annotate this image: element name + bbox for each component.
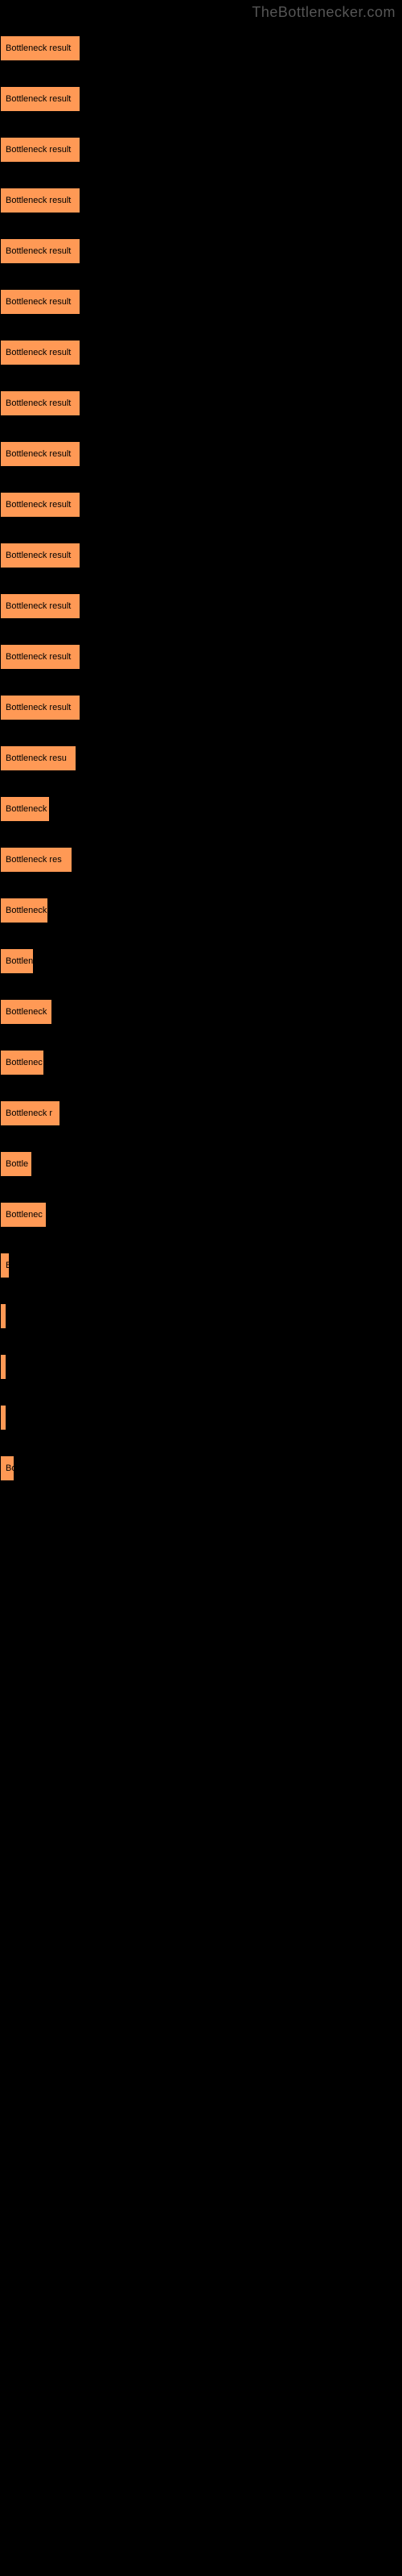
chart-bar: Bottleneck result bbox=[0, 644, 80, 670]
bar-label-above bbox=[0, 1393, 402, 1405]
chart-bar: Bottleneck result bbox=[0, 441, 80, 467]
chart-bar: Bottle bbox=[0, 1151, 32, 1177]
bar-row: Bottleneck result bbox=[0, 633, 402, 677]
chart-bar: Bottleneck result bbox=[0, 492, 80, 518]
chart-bar: Bo bbox=[0, 1455, 14, 1481]
bar-label-above bbox=[0, 1089, 402, 1100]
chart-bar: Bottleneck result bbox=[0, 390, 80, 416]
bar-row: Bottle bbox=[0, 1140, 402, 1184]
chart-bar: Bottleneck result bbox=[0, 289, 80, 315]
bar-label-above bbox=[0, 1140, 402, 1151]
bar-label-above bbox=[0, 379, 402, 390]
chart-bar: B bbox=[0, 1253, 10, 1278]
bar-row: Bottleneck result bbox=[0, 481, 402, 525]
chart-bar: Bottleneck result bbox=[0, 695, 80, 720]
bar-label-above bbox=[0, 582, 402, 593]
chart-bar: Bottlen bbox=[0, 948, 34, 974]
bar-label-above bbox=[0, 836, 402, 847]
chart-bar bbox=[0, 1303, 6, 1329]
bar-label-above bbox=[0, 734, 402, 745]
bar-label-above bbox=[0, 176, 402, 188]
chart-bar: Bottleneck result bbox=[0, 188, 80, 213]
bar-chart: Bottleneck result Bottleneck result Bottle… bbox=[0, 24, 402, 1495]
bar-row: Bottleneck result bbox=[0, 582, 402, 626]
chart-bar: Bottleneck bbox=[0, 898, 48, 923]
bar-row: Bottleneck bbox=[0, 785, 402, 829]
bar-label-above bbox=[0, 988, 402, 999]
bar-row: Bottlenec bbox=[0, 1038, 402, 1083]
bar-row bbox=[0, 1343, 402, 1387]
bar-row: Bottleneck result bbox=[0, 75, 402, 119]
bar-label-above bbox=[0, 531, 402, 543]
bar-row: Bottleneck r bbox=[0, 1089, 402, 1133]
chart-bar: Bottleneck bbox=[0, 796, 50, 822]
bar-label-above bbox=[0, 1191, 402, 1202]
bar-label-above bbox=[0, 126, 402, 137]
bar-row: Bottleneck result bbox=[0, 227, 402, 271]
bar-label-above bbox=[0, 633, 402, 644]
bar-row: Bottleneck result bbox=[0, 683, 402, 728]
bar-label-above bbox=[0, 886, 402, 898]
bar-row: Bottleneck result bbox=[0, 328, 402, 373]
chart-bar: Bottlenec bbox=[0, 1202, 47, 1228]
bar-row: Bottleneck bbox=[0, 988, 402, 1032]
chart-bar bbox=[0, 1354, 6, 1380]
bar-row: Bottleneck result bbox=[0, 24, 402, 68]
bar-row bbox=[0, 1393, 402, 1438]
bar-row: Bottleneck result bbox=[0, 176, 402, 221]
bar-row: Bottleneck bbox=[0, 886, 402, 931]
bar-label-above bbox=[0, 328, 402, 340]
bar-row: Bottleneck result bbox=[0, 278, 402, 322]
chart-bar: Bottleneck result bbox=[0, 86, 80, 112]
chart-bar: Bottleneck result bbox=[0, 35, 80, 61]
bar-label-above bbox=[0, 1292, 402, 1303]
bar-label-above bbox=[0, 937, 402, 948]
bar-label-above bbox=[0, 1241, 402, 1253]
bar-label-above bbox=[0, 1343, 402, 1354]
chart-bar: Bottleneck bbox=[0, 999, 52, 1025]
chart-bar bbox=[0, 1405, 6, 1430]
bar-row: Bottleneck result bbox=[0, 430, 402, 474]
bar-row: B bbox=[0, 1241, 402, 1286]
chart-bar: Bottleneck result bbox=[0, 238, 80, 264]
chart-bar: Bottleneck r bbox=[0, 1100, 60, 1126]
bar-row: Bottleneck result bbox=[0, 126, 402, 170]
bar-row: Bottleneck resu bbox=[0, 734, 402, 778]
bar-label-above bbox=[0, 430, 402, 441]
chart-bar: Bottleneck result bbox=[0, 593, 80, 619]
chart-bar: Bottleneck result bbox=[0, 137, 80, 163]
bar-label-above bbox=[0, 24, 402, 35]
bar-label-above bbox=[0, 75, 402, 86]
bar-label-above bbox=[0, 683, 402, 695]
bar-row: Bottlen bbox=[0, 937, 402, 981]
watermark-text: TheBottlenecker.com bbox=[252, 4, 396, 21]
chart-bar: Bottleneck res bbox=[0, 847, 72, 873]
bar-label-above bbox=[0, 1038, 402, 1050]
bar-row: Bottleneck result bbox=[0, 379, 402, 423]
bar-label-above bbox=[0, 481, 402, 492]
bar-row bbox=[0, 1292, 402, 1336]
chart-bar: Bottleneck result bbox=[0, 543, 80, 568]
chart-bar: Bottlenec bbox=[0, 1050, 44, 1075]
chart-bar: Bottleneck resu bbox=[0, 745, 76, 771]
bar-label-above bbox=[0, 1444, 402, 1455]
bar-label-above bbox=[0, 785, 402, 796]
bar-row: Bottlenec bbox=[0, 1191, 402, 1235]
bar-row: Bo bbox=[0, 1444, 402, 1488]
bar-label-above bbox=[0, 227, 402, 238]
bar-row: Bottleneck res bbox=[0, 836, 402, 880]
chart-bar: Bottleneck result bbox=[0, 340, 80, 365]
bar-row: Bottleneck result bbox=[0, 531, 402, 576]
bar-label-above bbox=[0, 278, 402, 289]
